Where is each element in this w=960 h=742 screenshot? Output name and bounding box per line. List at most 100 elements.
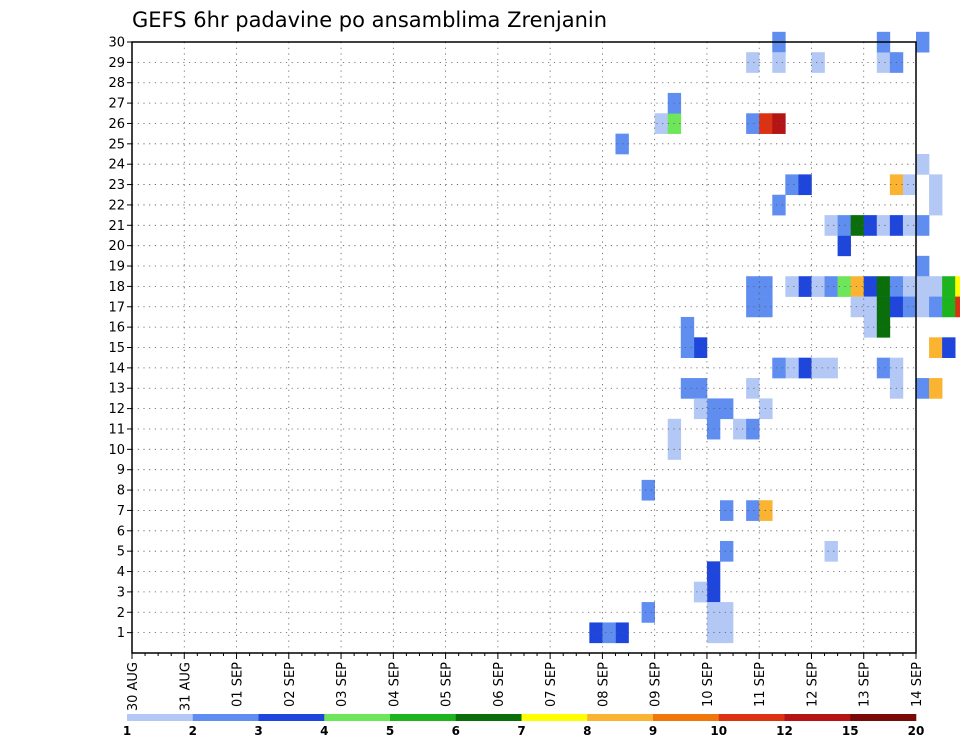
precip-cell — [929, 194, 943, 216]
precip-cell — [837, 276, 851, 297]
x-tick-label: 03 SEP — [335, 662, 350, 707]
y-tick-label: 30 — [108, 36, 125, 51]
precip-cell — [850, 276, 865, 297]
precip-cell — [720, 602, 734, 623]
x-tick-label: 01 SEP — [231, 662, 246, 707]
precip-cell — [863, 276, 878, 297]
precip-cell — [680, 337, 695, 358]
y-tick-label: 4 — [117, 565, 125, 580]
precip-cell — [693, 378, 708, 399]
y-tick-label: 13 — [108, 382, 125, 397]
precip-cell — [955, 276, 960, 297]
precip-cell — [916, 215, 930, 236]
precip-cell — [916, 31, 930, 53]
precip-cell — [902, 174, 917, 196]
precip-cell — [902, 276, 917, 297]
colorbar-segment — [521, 714, 588, 721]
x-tick-label: 04 SEP — [387, 662, 402, 707]
y-tick-label: 14 — [108, 361, 125, 376]
x-tick-label: 05 SEP — [440, 662, 455, 707]
precip-cell — [733, 418, 747, 440]
colorbar-segment — [784, 714, 851, 721]
precip-cell — [902, 215, 917, 236]
precip-cell — [876, 316, 891, 338]
precip-cell — [720, 398, 734, 420]
y-tick-label: 11 — [108, 422, 125, 437]
precip-cell — [772, 357, 786, 379]
y-tick-label: 20 — [108, 239, 125, 254]
y-tick-label: 18 — [108, 280, 125, 295]
colorbar-segment — [127, 714, 194, 721]
precip-cell — [850, 215, 865, 236]
x-tick-label: 31 AUG — [178, 662, 193, 711]
precip-cell — [720, 622, 734, 644]
precip-cell — [746, 418, 760, 440]
precip-cell — [863, 296, 878, 318]
colorbar-segment — [587, 714, 654, 721]
chart-title: GEFS 6hr padavine po ansamblima Zrenjani… — [132, 8, 607, 32]
precip-cell — [916, 255, 930, 277]
y-tick-label: 10 — [108, 443, 125, 458]
precip-cell — [746, 52, 760, 73]
precip-cell — [916, 154, 930, 175]
precip-cell — [824, 357, 838, 379]
colorbar-segment — [455, 714, 522, 721]
colorbar-label: 15 — [842, 724, 859, 738]
x-tick-label: 02 SEP — [283, 662, 298, 707]
precip-cell — [942, 337, 956, 358]
precip-cell — [876, 215, 891, 236]
precip-cell — [641, 479, 655, 501]
precip-cell — [929, 378, 943, 399]
y-tick-label: 16 — [108, 321, 125, 336]
y-tick-label: 26 — [108, 117, 125, 132]
colorbar-label: 4 — [320, 724, 328, 738]
precip-cell — [746, 113, 760, 134]
precip-cell — [720, 540, 734, 562]
precip-cell — [863, 215, 878, 236]
precip-cell — [720, 500, 734, 521]
x-tick-label: 10 SEP — [701, 662, 716, 707]
precip-cell — [680, 316, 695, 338]
colorbar-segment — [258, 714, 325, 721]
y-tick-label: 15 — [108, 341, 125, 356]
cells-layer — [589, 31, 960, 644]
y-tick-label: 22 — [108, 198, 125, 213]
precip-cell — [772, 194, 786, 216]
precip-cell — [876, 52, 891, 73]
x-tick-label: 07 SEP — [544, 662, 559, 707]
precip-cell — [929, 174, 943, 196]
colorbar-segment — [718, 714, 785, 721]
precip-cell — [942, 296, 956, 318]
y-tick-label: 7 — [117, 504, 125, 519]
precip-cell — [772, 52, 786, 73]
x-tick-label: 11 SEP — [753, 662, 768, 707]
y-tick-label: 1 — [117, 626, 125, 641]
precip-cell — [824, 276, 838, 297]
precip-cell — [955, 296, 960, 318]
precip-cell — [654, 113, 669, 134]
precip-cell — [615, 133, 629, 155]
colorbar-label: 1 — [123, 724, 131, 738]
colorbar-segment — [192, 714, 259, 721]
y-tick-label: 2 — [117, 606, 125, 621]
precip-cell — [942, 276, 956, 297]
precip-cell — [693, 337, 708, 358]
y-tick-label: 6 — [117, 524, 125, 539]
precip-cell — [811, 276, 825, 297]
y-tick-label: 3 — [117, 585, 125, 600]
x-axis: 30 AUG 31 AUG 01 SEP 02 SEP 03 SEP 04 SEP 05 S… — [126, 653, 925, 711]
precip-cell — [837, 215, 851, 236]
precip-cell — [929, 337, 943, 358]
precip-cell — [929, 276, 943, 297]
precip-cell — [837, 235, 851, 257]
y-tick-label: 12 — [108, 402, 125, 417]
colorbar-label: 8 — [583, 724, 591, 738]
plot-frame — [131, 41, 917, 654]
y-tick-label: 28 — [108, 76, 125, 91]
x-tick-label: 06 SEP — [492, 662, 507, 707]
x-tick-label: 12 SEP — [805, 662, 820, 707]
colorbar-segment — [390, 714, 457, 721]
y-tick-label: 8 — [117, 484, 125, 499]
precip-cell — [916, 378, 930, 399]
